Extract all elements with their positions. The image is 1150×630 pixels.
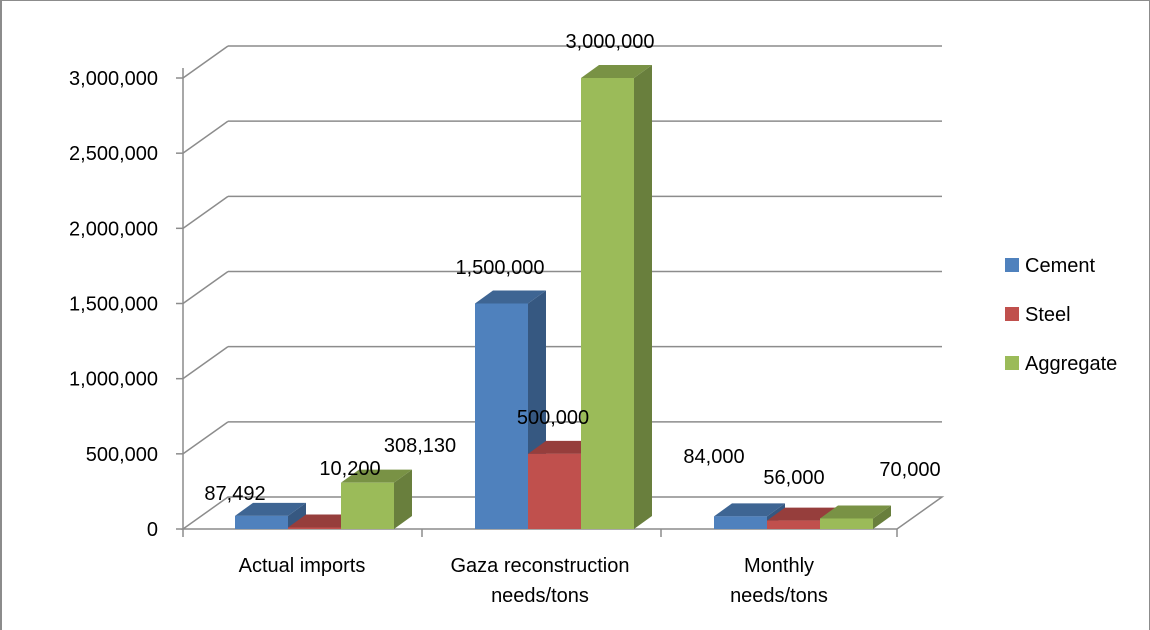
data-label: 1,500,000 [456,257,545,279]
category-label: needs/tons [730,585,828,607]
legend-label-aggregate: Aggregate [1025,353,1117,375]
bar-side-face [394,469,412,529]
gridline-connector [182,421,229,455]
legend: Cement Steel Aggregate [1005,255,1117,375]
bar-top-face [581,65,652,78]
legend-swatch-aggregate [1005,356,1019,370]
data-label: 87,492 [204,483,265,505]
category-label: needs/tons [491,585,589,607]
legend-label-steel: Steel [1025,304,1071,326]
bar-front-face [714,516,767,529]
bar-top-face [767,507,838,521]
bar-aggregate [820,505,891,529]
data-label: 3,000,000 [566,31,655,53]
y-tick-label: 2,500,000 [69,143,158,165]
gridline-connector [182,195,229,229]
data-label: 10,200 [319,458,380,480]
legend-swatch-steel [1005,307,1019,321]
bar-front-face [288,527,341,529]
bar-aggregate [581,65,652,529]
category-label: Monthly [744,555,814,577]
data-label: 70,000 [879,459,940,481]
y-tick-label: 0 [147,519,158,541]
y-tick-label: 1,000,000 [69,369,158,391]
bar-front-face [235,515,288,529]
bar-side-face [634,65,652,529]
bar-top-face [475,290,546,304]
data-label: 84,000 [683,446,744,468]
bar-front-face [581,78,634,529]
bar-front-face [528,453,581,529]
gridline-connector [182,270,229,305]
data-label: 56,000 [763,467,824,489]
bar-top-face [235,502,306,516]
gridline-connector [182,45,229,79]
bar-top-face [341,469,412,483]
bar-side-face [873,505,891,529]
category-labels: Actual imports Gaza reconstruction needs/t… [239,555,828,607]
y-axis-ticks: 0 500,000 1,000,000 1,500,000 2,000,000 2,500… [69,68,183,541]
gridline-connector [182,346,229,380]
y-tick-label: 3,000,000 [69,68,158,90]
bar-top-face [820,505,891,519]
x-axis [182,529,898,537]
y-tick-label: 500,000 [86,444,158,466]
category-label: Gaza reconstruction [451,555,630,577]
data-label: 500,000 [517,407,589,429]
gridline-connector [182,120,229,154]
bar-top-face [714,503,785,517]
bar-aggregate [341,469,412,529]
legend-swatch-cement [1005,258,1019,272]
y-tick-label: 2,000,000 [69,218,158,240]
legend-label-cement: Cement [1025,255,1095,277]
bar-front-face [475,303,528,529]
bars [235,65,891,529]
bar-front-face [767,520,820,529]
bar-cement [235,502,306,529]
bar-front-face [820,518,873,529]
bar-front-face [341,482,394,529]
gridlines [182,45,942,455]
category-label: Actual imports [239,555,366,577]
data-label: 308,130 [384,435,456,457]
bar-side-face [288,502,306,529]
y-tick-label: 1,500,000 [69,294,158,316]
